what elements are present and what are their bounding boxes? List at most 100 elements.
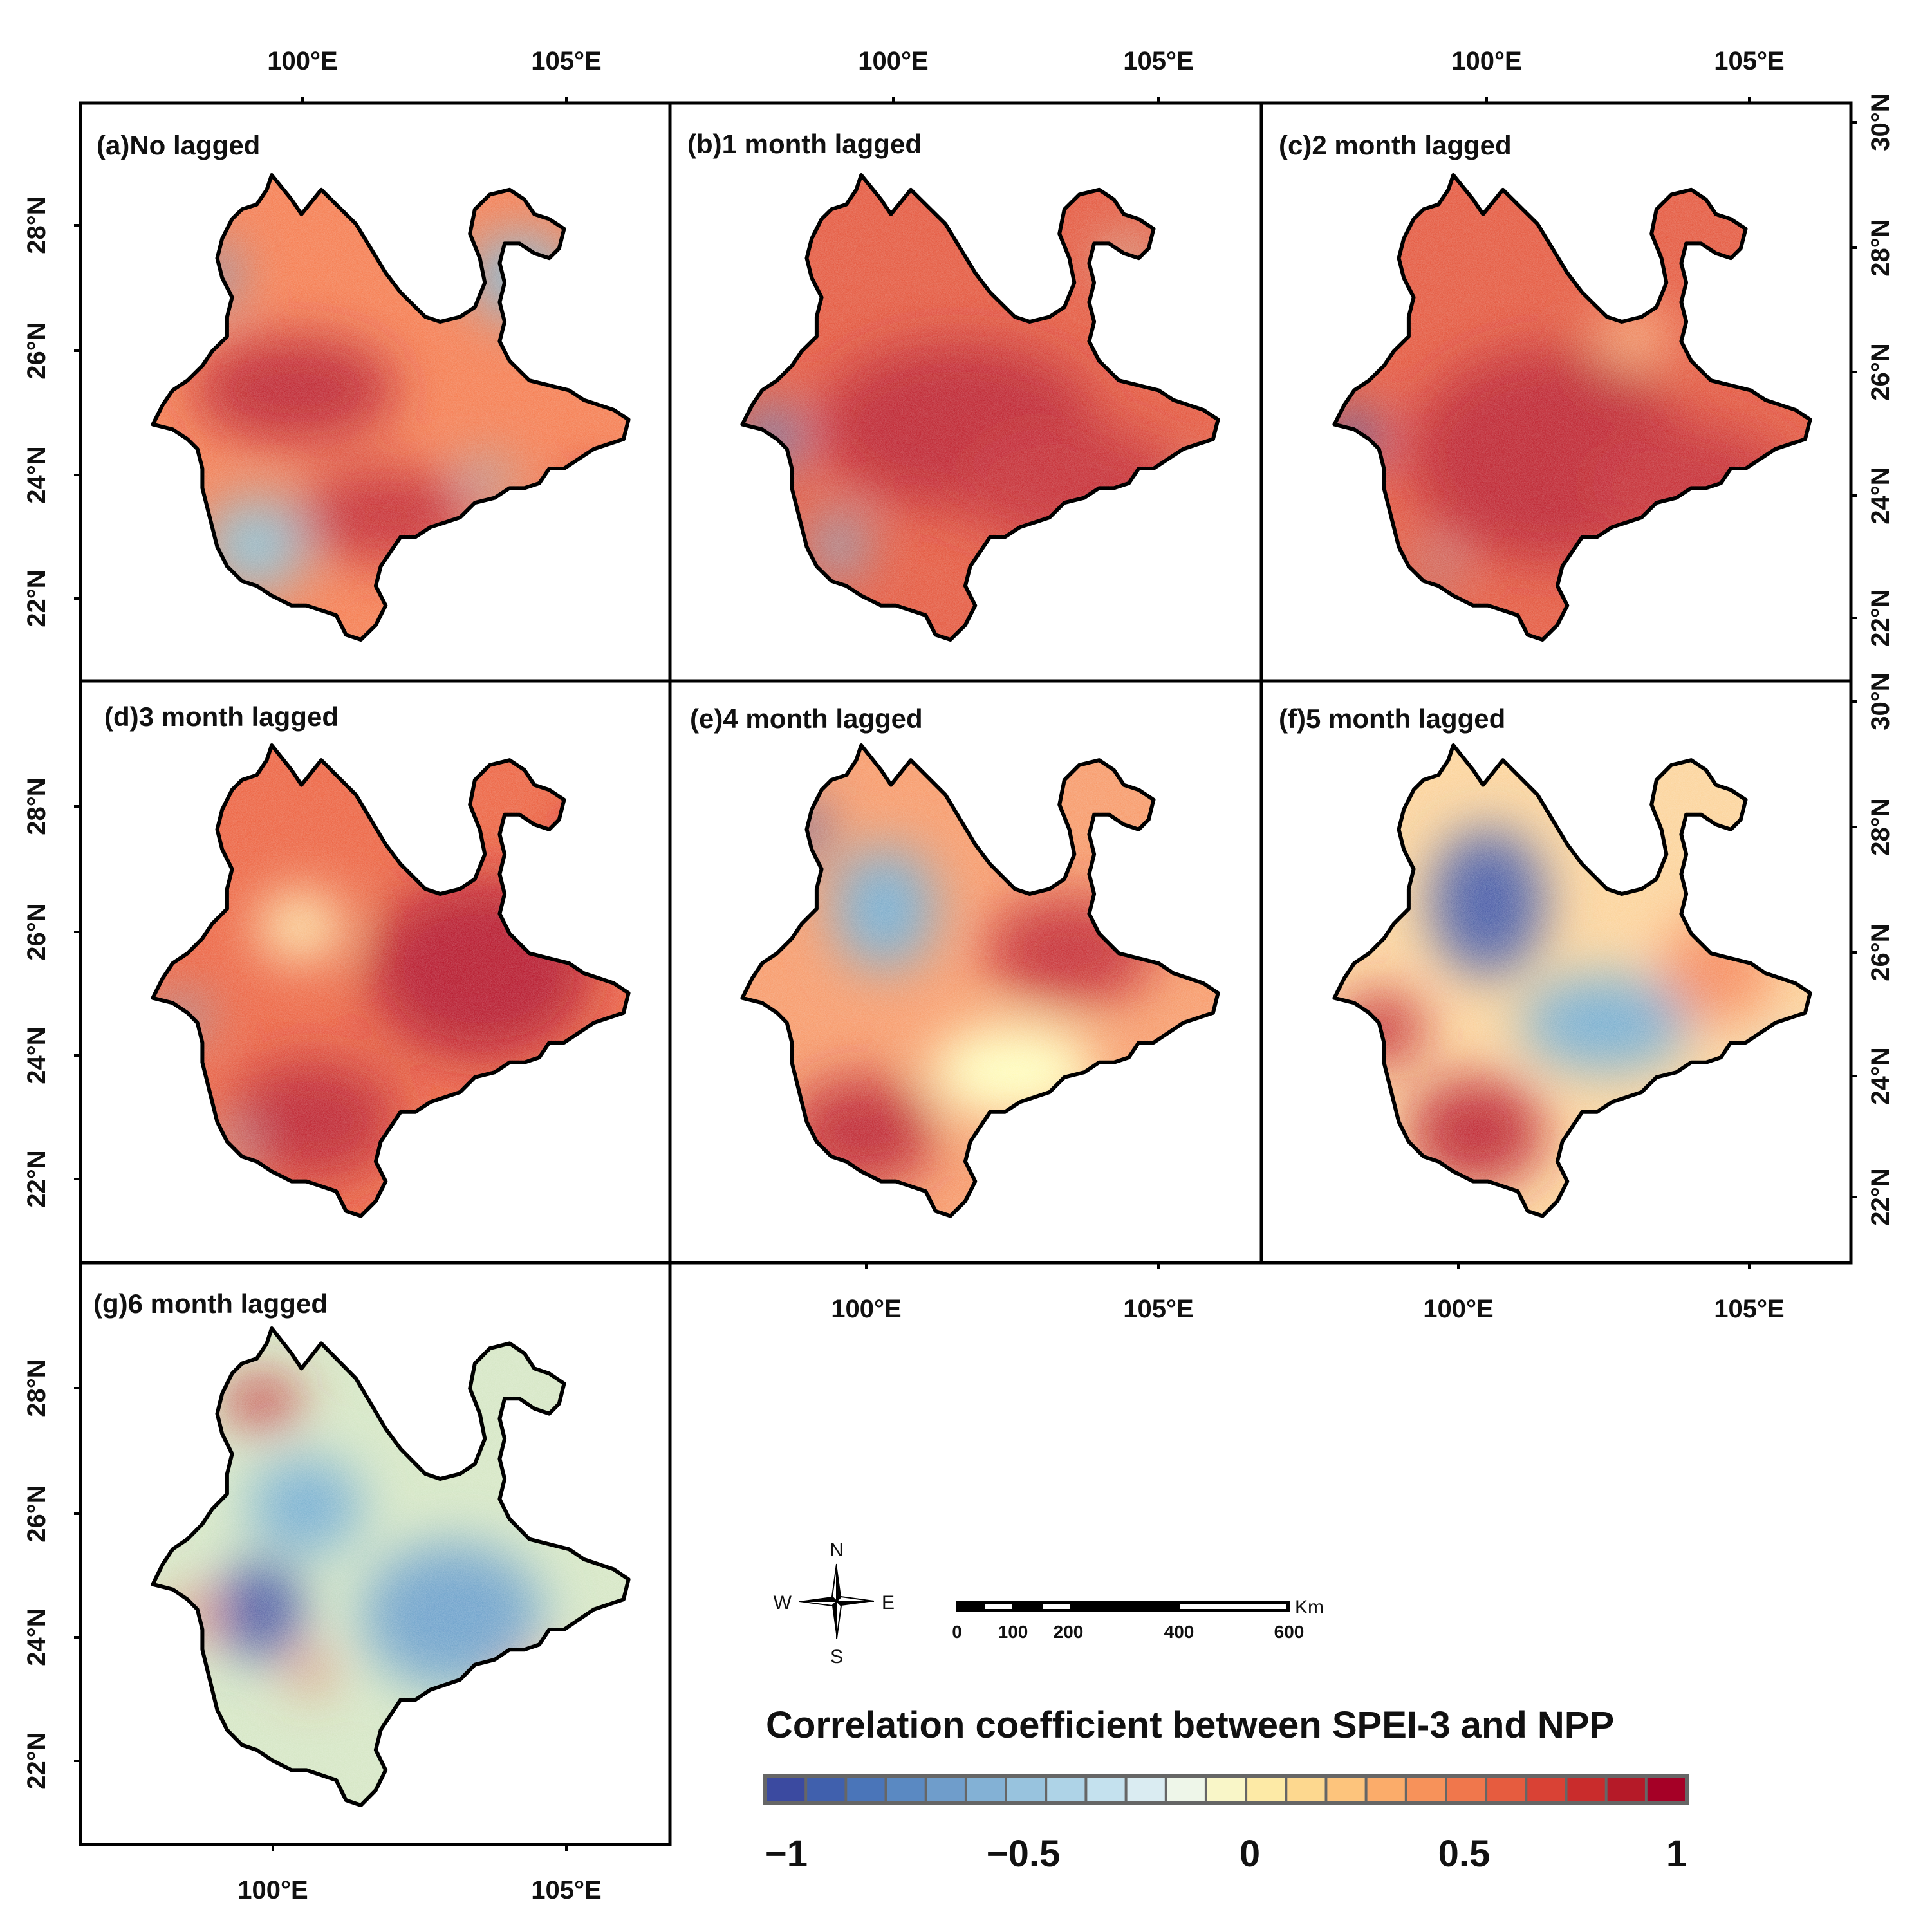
lon-label: 100°E (858, 47, 928, 75)
lon-label: 105°E (1714, 47, 1784, 75)
lat-label: 26°N (1866, 924, 1895, 981)
compass-s: S (830, 1646, 843, 1668)
lat-label: 24°N (23, 1608, 51, 1666)
correlation-patch (1763, 1047, 1810, 1096)
scale-bar: Km 0 100 200 400 600 (952, 1597, 1324, 1642)
lat-label: 26°N (1866, 343, 1895, 400)
lon-axis-top-left: 100°E 105°E (267, 47, 602, 103)
lat-label: 24°N (23, 1027, 51, 1084)
lon-label: 105°E (1714, 1295, 1784, 1323)
texture (742, 745, 1218, 1216)
province-border (151, 173, 631, 642)
colorbar-swatch (927, 1778, 965, 1801)
panel-frame-f (1259, 679, 1853, 1265)
legend-colorbar (763, 1774, 1689, 1805)
correlation-patch (553, 479, 629, 539)
lat-axis-right-row1: 30°N 28°N 26°N 24°N 22°N (1851, 93, 1895, 647)
compass-e: E (882, 1592, 895, 1613)
map-raster-c (1334, 175, 1810, 640)
lat-axis-left-row3: 28°N 26°N 24°N 22°N (23, 1359, 80, 1790)
map-f (1332, 743, 1812, 1218)
lon-label: 105°E (531, 47, 601, 75)
lon-label: 100°E (1423, 1295, 1493, 1323)
lat-label: 30°N (1866, 673, 1895, 730)
colorbar-swatch (887, 1778, 925, 1801)
scale-label: 0 (952, 1622, 962, 1642)
colorbar-swatch (1487, 1778, 1525, 1801)
panel-frame-g (79, 1261, 672, 1846)
texture (1334, 745, 1810, 1216)
panel-title-a: (a)No lagged (97, 130, 260, 160)
panel-title-g: (g)6 month lagged (93, 1288, 328, 1319)
colorbar-swatch (847, 1778, 885, 1801)
panel-title-c: (c)2 month lagged (1279, 130, 1512, 160)
lat-label: 24°N (1866, 467, 1895, 524)
colorbar-swatch (1007, 1778, 1045, 1801)
texture (742, 175, 1218, 640)
correlation-patch (565, 817, 629, 878)
lat-label: 28°N (1866, 798, 1895, 855)
colorbar-swatch (1327, 1778, 1365, 1801)
map-b (740, 173, 1220, 642)
map-g (151, 1326, 631, 1807)
province-border (151, 1326, 631, 1807)
map-d (151, 743, 631, 1218)
legend-tick: 1 (1666, 1833, 1687, 1875)
lat-label: 22°N (1866, 589, 1895, 646)
lat-axis-left-row1: 28°N 26°N 24°N 22°N (23, 196, 80, 627)
colorbar-swatch (1127, 1778, 1165, 1801)
correlation-patch (610, 1077, 629, 1114)
colorbar-swatch (767, 1778, 805, 1801)
lon-axis-mid-mid: 100°E 105°E (831, 1263, 1194, 1323)
lon-label: 100°E (237, 1876, 308, 1904)
colorbar-swatch (1087, 1778, 1125, 1801)
map-e (740, 743, 1220, 1218)
colorbar-swatch (1607, 1778, 1645, 1801)
map-a (151, 173, 631, 642)
colorbar-swatch (1407, 1778, 1445, 1801)
map-raster-b (742, 175, 1218, 640)
panel-title-f: (f)5 month lagged (1279, 703, 1505, 734)
panel-title-b: (b)1 month lagged (687, 129, 922, 159)
colorbar-swatch (967, 1778, 1005, 1801)
legend-tick: −1 (765, 1833, 808, 1875)
compass-w: W (774, 1592, 792, 1613)
scale-label: 400 (1164, 1622, 1194, 1642)
texture (153, 1328, 629, 1805)
legend-tick: 0.5 (1438, 1833, 1491, 1875)
lon-label: 105°E (1123, 1295, 1193, 1323)
texture (1334, 175, 1810, 640)
lat-label: 28°N (23, 196, 51, 254)
texture (153, 745, 629, 1216)
lon-axis-bottom-left: 100°E 105°E (237, 1844, 602, 1904)
lon-label: 105°E (1123, 47, 1193, 75)
compass-n: N (830, 1539, 844, 1561)
scale-label: 600 (1274, 1622, 1305, 1642)
map-raster-g (153, 1328, 629, 1805)
map-raster-e (742, 745, 1218, 1216)
lon-label: 100°E (1451, 47, 1521, 75)
lat-label: 28°N (23, 777, 51, 835)
colorbar-swatch (1207, 1778, 1245, 1801)
scale-unit: Km (1295, 1597, 1324, 1618)
panel-title-e: (e)4 month lagged (690, 703, 923, 734)
texture (153, 175, 629, 640)
lat-label: 22°N (23, 570, 51, 627)
colorbar-swatch (1247, 1778, 1285, 1801)
lat-label: 22°N (23, 1732, 51, 1789)
lat-label: 22°N (23, 1150, 51, 1207)
lat-label: 30°N (1866, 93, 1895, 151)
correlation-patch (1194, 479, 1218, 516)
lat-label: 26°N (23, 1485, 51, 1542)
colorbar-swatch (1047, 1778, 1085, 1801)
lon-axis-mid-right: 100°E 105°E (1423, 1263, 1785, 1323)
map-c (1332, 173, 1812, 642)
province-border (151, 743, 631, 1218)
province-border (740, 173, 1220, 642)
lat-label: 24°N (1866, 1047, 1895, 1104)
province-border (1332, 173, 1812, 642)
legend-title: Correlation coefficient between SPEI-3 a… (766, 1704, 1614, 1746)
lat-label: 28°N (1866, 219, 1895, 276)
lat-label: 28°N (23, 1359, 51, 1417)
lat-label: 22°N (1866, 1168, 1895, 1225)
